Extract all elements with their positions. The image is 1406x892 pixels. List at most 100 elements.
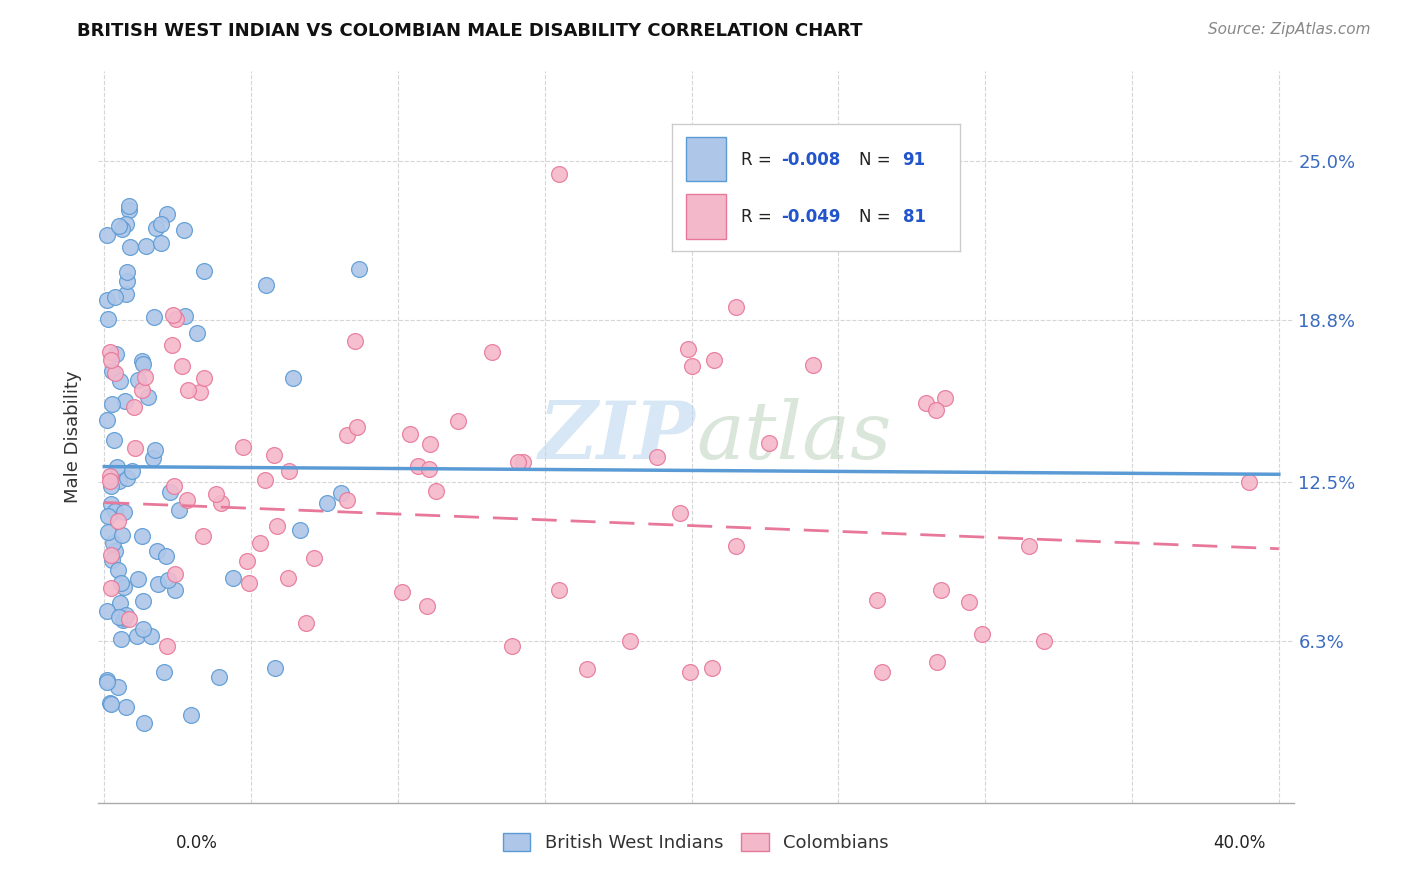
Legend: British West Indians, Colombians: British West Indians, Colombians xyxy=(503,833,889,852)
Point xyxy=(156,573,179,587)
Point xyxy=(115,264,138,278)
Point xyxy=(131,529,153,543)
Point xyxy=(97,524,120,539)
Point xyxy=(98,474,121,488)
Point xyxy=(132,715,155,730)
Text: -0.008: -0.008 xyxy=(782,151,841,169)
Point xyxy=(190,384,212,399)
Point xyxy=(172,359,194,373)
Point xyxy=(277,464,299,478)
Point xyxy=(249,536,271,550)
Point xyxy=(167,503,190,517)
Point xyxy=(97,509,120,524)
Point xyxy=(146,576,169,591)
Point xyxy=(156,207,179,221)
Point xyxy=(98,345,121,359)
Point xyxy=(870,665,893,679)
Point xyxy=(110,576,132,591)
Point xyxy=(112,613,135,627)
Point xyxy=(149,217,172,231)
Point xyxy=(153,665,176,679)
Point xyxy=(136,390,159,404)
Text: 0.0%: 0.0% xyxy=(176,834,218,852)
Point xyxy=(131,383,153,397)
Point xyxy=(548,167,571,181)
Point xyxy=(703,352,725,367)
Point xyxy=(107,563,129,577)
Text: N =: N = xyxy=(859,208,896,226)
Point xyxy=(114,217,136,231)
Point xyxy=(315,496,337,510)
Point xyxy=(103,536,125,550)
Point xyxy=(173,222,195,236)
Point xyxy=(101,553,124,567)
Point xyxy=(96,673,118,687)
Point xyxy=(681,359,703,373)
Point xyxy=(108,474,131,488)
Point xyxy=(114,287,136,301)
Point xyxy=(668,506,690,520)
Point xyxy=(399,427,422,442)
Point xyxy=(112,611,135,625)
Point xyxy=(174,309,197,323)
Point xyxy=(866,593,889,607)
Point xyxy=(501,639,523,653)
Point xyxy=(619,634,641,648)
Text: 91: 91 xyxy=(903,151,925,169)
Point xyxy=(406,459,429,474)
Point xyxy=(163,566,186,581)
Point xyxy=(141,629,163,643)
Point xyxy=(114,393,136,408)
Point xyxy=(204,487,226,501)
Y-axis label: Male Disability: Male Disability xyxy=(65,371,83,503)
Point xyxy=(115,607,138,622)
Point xyxy=(165,311,187,326)
Point xyxy=(100,397,122,411)
Point xyxy=(118,611,141,625)
Point xyxy=(222,571,245,585)
Point xyxy=(425,483,447,498)
Point xyxy=(125,629,148,643)
Point xyxy=(124,442,146,456)
Point xyxy=(135,239,157,253)
Point xyxy=(132,594,155,608)
Point xyxy=(121,464,143,478)
Point xyxy=(96,413,118,427)
Point xyxy=(180,708,202,723)
Point xyxy=(645,450,668,465)
Point xyxy=(957,595,980,609)
Point xyxy=(264,661,287,675)
Point xyxy=(176,383,198,397)
Text: N =: N = xyxy=(859,151,896,169)
Point xyxy=(96,293,118,308)
Point xyxy=(208,670,231,684)
Point xyxy=(346,420,368,434)
Point xyxy=(97,312,120,326)
Point xyxy=(122,401,145,415)
Point xyxy=(112,505,135,519)
Point xyxy=(575,662,598,676)
Point xyxy=(391,585,413,599)
Point xyxy=(702,661,724,675)
Point xyxy=(98,696,121,710)
Point xyxy=(915,396,938,410)
Point xyxy=(114,699,136,714)
Point xyxy=(105,347,128,361)
Point xyxy=(1032,634,1054,648)
Point xyxy=(193,264,215,278)
Point xyxy=(100,548,122,562)
Point xyxy=(96,675,118,690)
Point xyxy=(145,220,167,235)
Point xyxy=(108,219,131,233)
Point xyxy=(254,473,277,487)
Point xyxy=(100,353,122,368)
Point xyxy=(134,370,156,384)
Bar xyxy=(686,136,727,181)
Point xyxy=(163,479,186,493)
Point xyxy=(801,358,824,372)
Point xyxy=(104,504,127,518)
Point xyxy=(111,528,134,542)
Point xyxy=(101,364,124,378)
Point xyxy=(103,366,125,380)
Point xyxy=(115,471,138,485)
